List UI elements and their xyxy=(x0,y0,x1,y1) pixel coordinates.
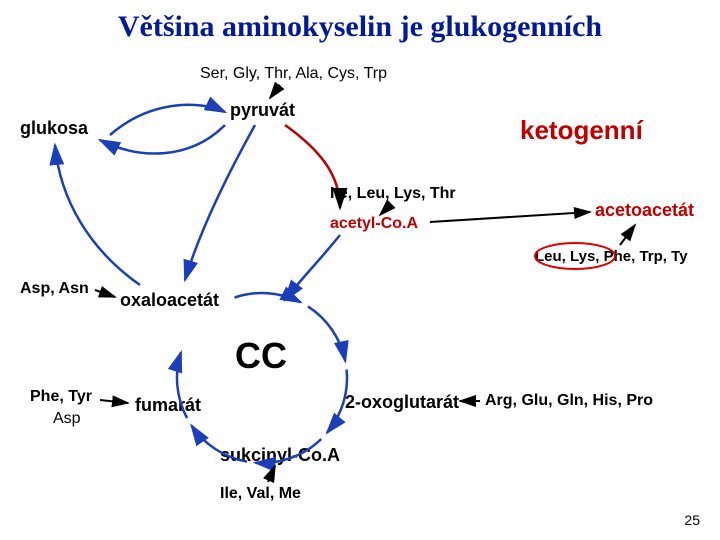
diagram-canvas xyxy=(0,0,720,540)
slide-number: 25 xyxy=(684,512,700,528)
